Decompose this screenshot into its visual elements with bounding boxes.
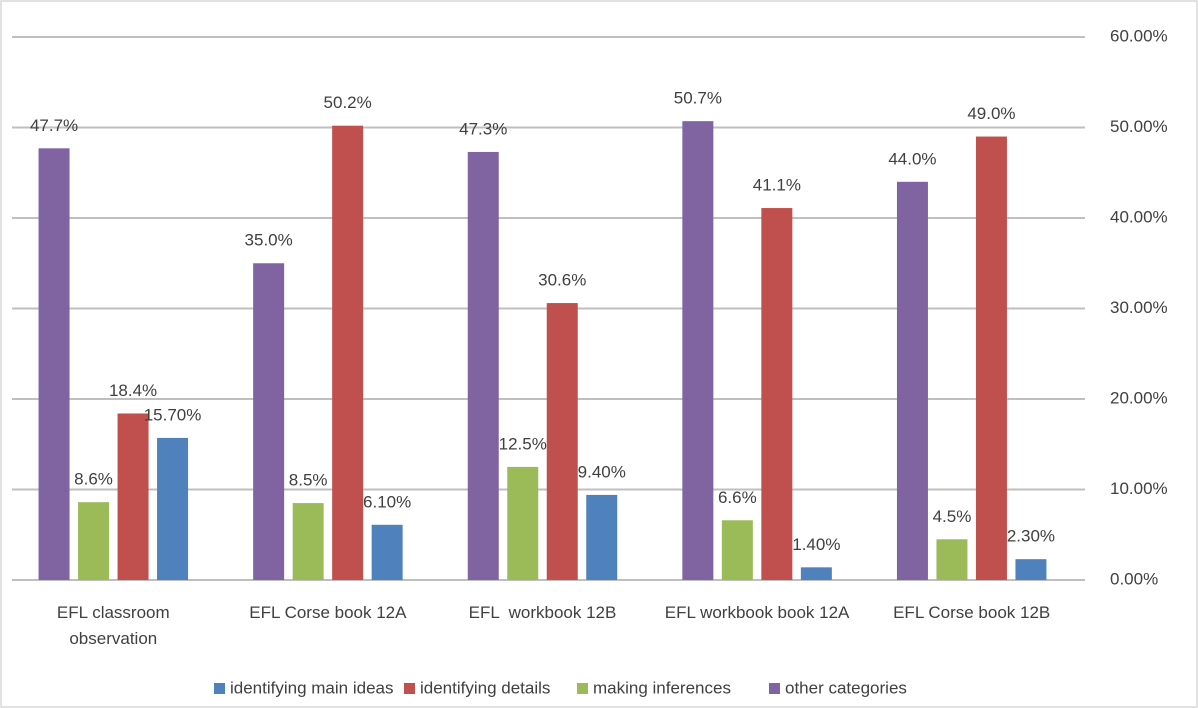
bar xyxy=(117,413,149,580)
data-label: 50.7% xyxy=(674,89,722,108)
y-tick-label: 60.00% xyxy=(1110,26,1168,45)
data-label: 44.0% xyxy=(888,149,936,168)
data-label: 12.5% xyxy=(499,434,547,453)
x-tick-label: EFL Corse book 12A xyxy=(249,603,407,622)
y-tick-label: 0.00% xyxy=(1110,569,1158,588)
data-label: 4.5% xyxy=(933,507,972,526)
bar xyxy=(682,121,714,580)
data-label: 1.40% xyxy=(792,535,840,554)
data-label: 8.6% xyxy=(74,470,113,489)
bar xyxy=(292,503,324,580)
data-label: 35.0% xyxy=(245,231,293,250)
data-label: 9.40% xyxy=(578,462,626,481)
bar xyxy=(78,502,110,580)
data-label: 15.70% xyxy=(144,405,202,424)
y-tick-label: 50.00% xyxy=(1110,117,1168,136)
x-tick-label: EFL classroom observation xyxy=(56,603,175,648)
bar xyxy=(546,303,578,580)
legend-swatch xyxy=(404,683,415,694)
y-tick-label: 20.00% xyxy=(1110,388,1168,407)
data-label: 18.4% xyxy=(109,381,157,400)
bar xyxy=(332,125,364,580)
bar xyxy=(936,539,968,580)
legend-swatch xyxy=(214,683,225,694)
bar xyxy=(157,437,189,580)
legend-label: identifying details xyxy=(420,678,550,697)
bar xyxy=(467,151,499,580)
data-label: 47.3% xyxy=(459,119,507,138)
bar xyxy=(507,466,539,580)
bar xyxy=(975,136,1007,581)
data-label: 8.5% xyxy=(289,471,328,490)
data-label: 6.10% xyxy=(363,492,411,511)
legend-label: making inferences xyxy=(593,678,731,697)
bar xyxy=(38,148,70,580)
legend-swatch xyxy=(577,683,588,694)
bar xyxy=(721,520,753,580)
bar xyxy=(1015,559,1047,580)
legend-label: identifying main ideas xyxy=(230,678,393,697)
bar xyxy=(761,208,793,581)
data-label: 50.2% xyxy=(324,93,372,112)
x-tick-label: EFL workbook book 12A xyxy=(664,603,850,622)
y-tick-label: 10.00% xyxy=(1110,479,1168,498)
data-label: 30.6% xyxy=(538,271,586,290)
legend-label: other categories xyxy=(785,678,907,697)
bar xyxy=(896,181,928,581)
y-tick-label: 30.00% xyxy=(1110,298,1168,317)
data-label: 6.6% xyxy=(718,488,757,507)
y-tick-label: 40.00% xyxy=(1110,207,1168,226)
bar xyxy=(800,567,832,580)
x-tick-label: EFL Corse book 12B xyxy=(893,603,1051,622)
x-tick-label: EFL workbook 12B xyxy=(468,603,617,622)
bar xyxy=(586,494,618,580)
data-label: 49.0% xyxy=(967,104,1015,123)
bar xyxy=(253,263,285,580)
data-label: 2.30% xyxy=(1007,527,1055,546)
legend-swatch xyxy=(769,683,780,694)
bar xyxy=(371,524,403,580)
data-label: 41.1% xyxy=(753,176,801,195)
data-label: 47.7% xyxy=(30,116,78,135)
